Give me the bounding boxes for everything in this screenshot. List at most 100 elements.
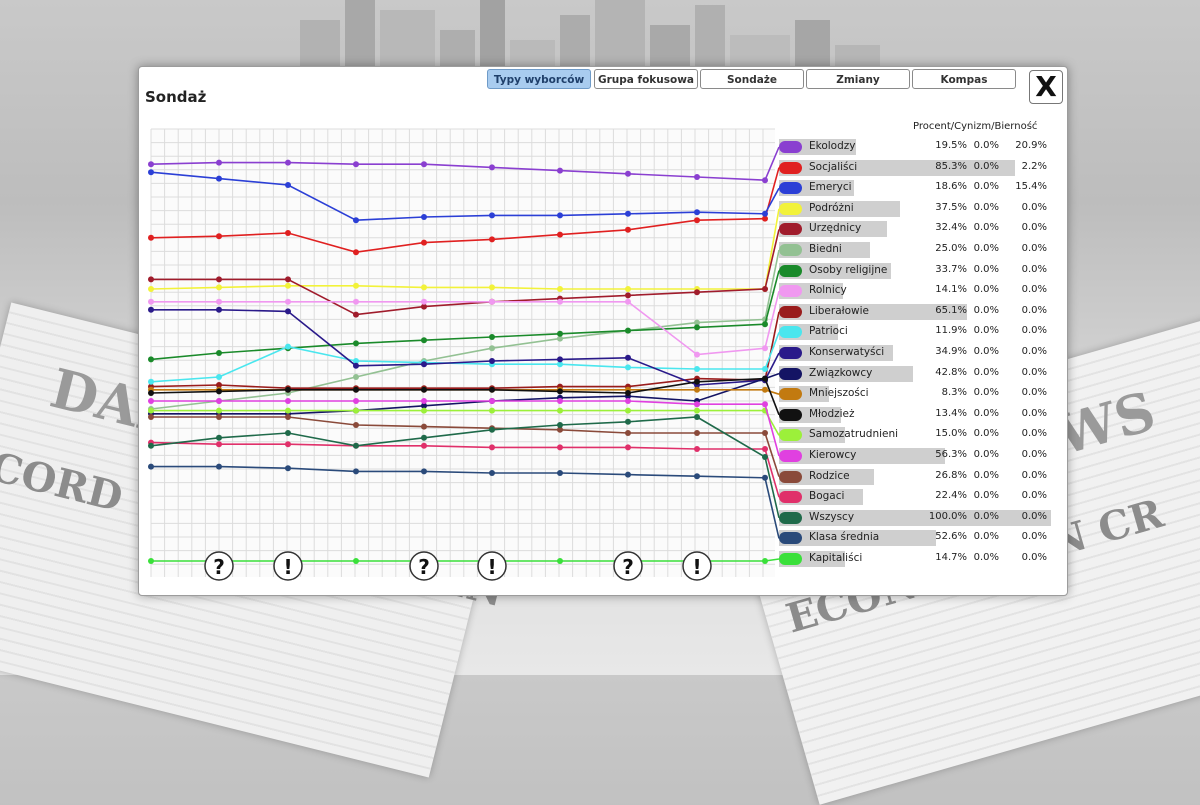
series-point-mlodziez [694, 378, 700, 385]
legend-cynicism: 0.0% [973, 304, 999, 316]
series-point-mlodziez [625, 390, 631, 396]
series-line-kierowcy [151, 400, 765, 406]
legend-row-zwiazkowcy[interactable]: Związkowcy 42.8% 0.0% 0.0% [779, 364, 1059, 384]
series-point-ekolodzy [557, 167, 563, 174]
legend-color-swatch [779, 285, 802, 298]
legend-row-bogaci[interactable]: Bogaci 22.4% 0.0% 0.0% [779, 487, 1059, 507]
series-point-wszyscy [421, 434, 427, 441]
legend-color-swatch [779, 223, 802, 236]
legend-row-wszyscy[interactable]: Wszyscy 100.0% 0.0% 0.0% [779, 508, 1059, 528]
legend-percent: 37.5% [935, 201, 967, 213]
legend-name: Podróżni [809, 201, 854, 214]
series-point-emeryci [625, 210, 631, 217]
legend-row-emeryci[interactable]: Emeryci 18.6% 0.0% 15.4% [779, 178, 1059, 198]
tab-voter-types[interactable]: Typy wyborców [487, 69, 591, 89]
series-point-klasa-srednia [557, 470, 563, 476]
series-point-ekolodzy [285, 159, 291, 166]
legend-row-ekolodzy[interactable]: Ekolodzy 19.5% 0.0% 20.9% [779, 137, 1059, 157]
legend-row-rodzice[interactable]: Rodzice 26.8% 0.0% 0.0% [779, 467, 1059, 487]
series-point-ekolodzy [762, 177, 768, 184]
series-point-samozatrudnieni [285, 407, 291, 414]
series-point-podrozni [353, 282, 359, 289]
series-point-kierowcy [625, 398, 631, 404]
window-title: Sondaż [145, 88, 207, 106]
legend-percent: 8.3% [941, 387, 967, 399]
series-connector-mlodziez [764, 378, 780, 416]
legend-passivity: 0.0% [1021, 510, 1047, 522]
legend-row-liberalowie[interactable]: Liberałowie 65.1% 0.0% 0.0% [779, 302, 1059, 322]
series-connector-osoby-religijne [764, 270, 780, 325]
legend-cynicism: 0.0% [973, 325, 999, 337]
legend-row-mlodziez[interactable]: Młodzież 13.4% 0.0% 0.0% [779, 405, 1059, 425]
series-point-samozatrudnieni [148, 407, 154, 414]
series-point-wszyscy [489, 426, 495, 433]
legend-passivity: 20.9% [1015, 140, 1047, 151]
series-point-mniejszosci [762, 386, 768, 393]
series-point-samozatrudnieni [557, 407, 563, 414]
legend-color-swatch [779, 553, 802, 565]
legend-cynicism: 0.0% [973, 284, 999, 296]
event-marker-label: ! [487, 555, 496, 579]
legend-row-samozatrudnieni[interactable]: Samozatrudnieni 15.0% 0.0% 0.0% [779, 425, 1059, 445]
legend-percent-bar [779, 530, 937, 547]
series-point-wszyscy [216, 434, 222, 441]
legend-cynicism: 0.0% [973, 366, 999, 378]
series-point-rolnicy [148, 298, 154, 305]
legend-row-podrozni[interactable]: Podróżni 37.5% 0.0% 0.0% [779, 199, 1059, 219]
series-point-rodzice [353, 422, 359, 428]
series-connector-rolnicy [764, 291, 780, 349]
legend-row-urzednicy[interactable]: Urzędnicy 32.4% 0.0% 0.0% [779, 219, 1059, 239]
legend-row-socjalisci[interactable]: Socjaliści 85.3% 0.0% 2.2% [779, 158, 1059, 178]
event-marker [477, 551, 507, 581]
series-point-biedni [557, 335, 563, 342]
legend-row-rolnicy[interactable]: Rolnicy 14.1% 0.0% 0.0% [779, 281, 1059, 301]
legend-color-swatch [779, 182, 802, 195]
series-point-rolnicy [694, 351, 700, 358]
legend-row-klasa-srednia[interactable]: Klasa średnia 52.6% 0.0% 0.0% [779, 528, 1059, 548]
tab-compass[interactable]: Kompas [912, 69, 1016, 89]
series-point-socjalisci [694, 217, 700, 224]
series-point-mlodziez [148, 390, 154, 396]
tab-changes[interactable]: Zmiany [806, 69, 910, 89]
legend-passivity: 0.0% [1021, 366, 1047, 378]
series-point-bogaci [489, 444, 495, 451]
legend-row-osoby-religijne[interactable]: Osoby religijne 33.7% 0.0% 0.0% [779, 261, 1059, 281]
legend-color-swatch [779, 408, 802, 421]
legend-percent: 26.8% [935, 469, 967, 481]
series-point-kierowcy [762, 401, 768, 408]
legend-cynicism: 0.0% [973, 428, 999, 440]
series-point-socjalisci [353, 249, 359, 256]
legend-passivity: 0.0% [1021, 449, 1047, 460]
legend-row-kierowcy[interactable]: Kierowcy 56.3% 0.0% 0.0% [779, 446, 1059, 466]
series-point-rolnicy [489, 298, 495, 305]
series-point-emeryci [557, 212, 563, 219]
legend-row-mniejszosci[interactable]: Mniejszości 8.3% 0.0% 0.0% [779, 384, 1059, 404]
legend-name: Ekolodzy [809, 140, 856, 152]
legend-name: Związkowcy [809, 366, 873, 379]
series-connector-klasa-srednia [764, 477, 780, 539]
legend-percent-bar [779, 509, 1051, 526]
tab-focus-group[interactable]: Grupa fokusowa [594, 69, 698, 89]
legend-row-patrioci[interactable]: Patrioci 11.9% 0.0% 0.0% [779, 322, 1059, 342]
series-point-konserwatysci [557, 356, 563, 363]
series-point-emeryci [353, 217, 359, 224]
series-point-ekolodzy [421, 161, 427, 168]
series-line-ekolodzy [150, 161, 766, 181]
series-point-wszyscy [625, 418, 631, 425]
legend-percent-bar [779, 448, 946, 464]
series-point-osoby-religijne [148, 356, 154, 363]
close-button[interactable]: X [1029, 70, 1063, 104]
legend-percent: 42.8% [935, 366, 967, 378]
series-connector-emeryci [764, 187, 780, 215]
event-marker [204, 551, 234, 581]
tab-polls[interactable]: Sondaże [700, 69, 804, 89]
legend-row-konserwatysci[interactable]: Konserwatyści 34.9% 0.0% 0.0% [779, 343, 1059, 363]
legend-percent: 56.3% [935, 449, 967, 460]
series-point-kierowcy [148, 398, 154, 404]
series-point-klasa-srednia [353, 468, 359, 475]
legend-row-kapitalisci[interactable]: Kapitaliści 14.7% 0.0% 0.0% [779, 549, 1059, 569]
legend-row-biedni[interactable]: Biedni 25.0% 0.0% 0.0% [779, 240, 1059, 260]
series-point-samozatrudnieni [353, 407, 359, 414]
series-point-rolnicy [353, 298, 359, 305]
series-point-wszyscy [557, 422, 563, 428]
